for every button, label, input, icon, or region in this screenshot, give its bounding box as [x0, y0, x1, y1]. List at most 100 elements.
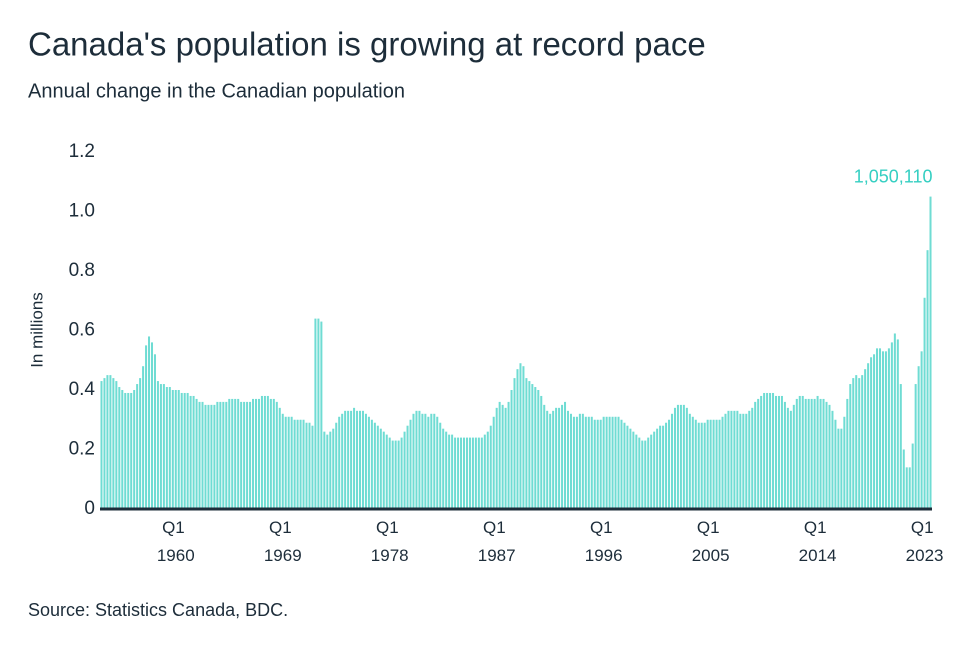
bar: [780, 395, 783, 509]
x-tick-label: Q1 1978: [371, 518, 409, 565]
bar: [231, 398, 234, 509]
bar: [522, 366, 525, 509]
bar: [406, 425, 409, 509]
bar: [896, 339, 899, 509]
bar: [159, 384, 162, 509]
y-tick-label: 1.0: [69, 201, 95, 222]
bar: [644, 440, 647, 509]
bar: [858, 378, 861, 509]
bar: [361, 410, 364, 509]
bar: [323, 431, 326, 509]
bar: [424, 413, 427, 509]
bar: [605, 416, 608, 509]
bar: [127, 392, 130, 509]
bar: [465, 437, 468, 509]
bar: [855, 375, 858, 509]
bar: [409, 419, 412, 509]
bar: [715, 419, 718, 509]
bar: [786, 407, 789, 509]
bar: [109, 375, 112, 509]
bar: [356, 410, 359, 509]
bar: [578, 413, 581, 509]
bar: [216, 401, 219, 509]
bar: [210, 404, 213, 509]
bar: [299, 419, 302, 509]
bar: [341, 413, 344, 509]
bar: [757, 398, 760, 509]
bar: [480, 437, 483, 509]
bar: [439, 422, 442, 509]
bar: [679, 404, 682, 509]
y-tick-label: 0.8: [69, 260, 95, 281]
bar: [614, 416, 617, 509]
bar: [338, 416, 341, 509]
bar: [801, 395, 804, 509]
source-note: Source: Statistics Canada, BDC.: [28, 600, 288, 620]
bar: [626, 425, 629, 509]
bar: [736, 410, 739, 509]
bar: [394, 440, 397, 509]
bar: [795, 398, 798, 509]
bar: [914, 384, 917, 509]
bar: [569, 413, 572, 509]
bar: [112, 378, 115, 509]
bar: [225, 401, 228, 509]
bar: [620, 419, 623, 509]
bar: [290, 416, 293, 509]
bar: [412, 413, 415, 509]
bar: [311, 425, 314, 509]
bar: [590, 416, 593, 509]
bar: [887, 348, 890, 509]
bar: [308, 422, 311, 509]
bar: [706, 419, 709, 509]
chart-subtitle: Annual change in the Canadian population: [28, 80, 405, 102]
bar: [531, 384, 534, 509]
bar: [364, 413, 367, 509]
bar: [234, 398, 237, 509]
bar: [911, 443, 914, 509]
bar: [751, 407, 754, 509]
bar: [558, 407, 561, 509]
bar: [662, 425, 665, 509]
bar: [486, 431, 489, 509]
bar: [712, 419, 715, 509]
bar: [843, 416, 846, 509]
bar: [269, 398, 272, 509]
bar: [659, 425, 662, 509]
bar: [852, 378, 855, 509]
bar: [513, 378, 516, 509]
bar: [329, 431, 332, 509]
bar: [516, 369, 519, 509]
bar: [272, 398, 275, 509]
bar: [430, 413, 433, 509]
bar: [106, 375, 109, 509]
bar: [837, 428, 840, 509]
bar: [177, 390, 180, 509]
bar: [685, 407, 688, 509]
bar: [807, 398, 810, 509]
x-tick-label: Q1 2014: [799, 518, 837, 565]
bar: [864, 369, 867, 509]
bar: [195, 398, 198, 509]
bar: [171, 390, 174, 509]
bar: [353, 407, 356, 509]
bar: [552, 410, 555, 509]
bar: [498, 401, 501, 509]
bar: [421, 413, 424, 509]
bar: [739, 413, 742, 509]
bar: [575, 416, 578, 509]
y-tick-label: 1.2: [69, 141, 95, 162]
bar: [748, 410, 751, 509]
bar: [183, 392, 186, 509]
bar: [139, 378, 142, 509]
bar: [281, 413, 284, 509]
bar: [118, 387, 121, 509]
bar: [656, 428, 659, 509]
bar: [861, 375, 864, 509]
bar: [881, 351, 884, 509]
x-tick-label: Q1 1987: [478, 518, 516, 565]
y-tick-label: 0.2: [69, 439, 95, 460]
bar: [174, 390, 177, 509]
bar: [180, 392, 183, 509]
